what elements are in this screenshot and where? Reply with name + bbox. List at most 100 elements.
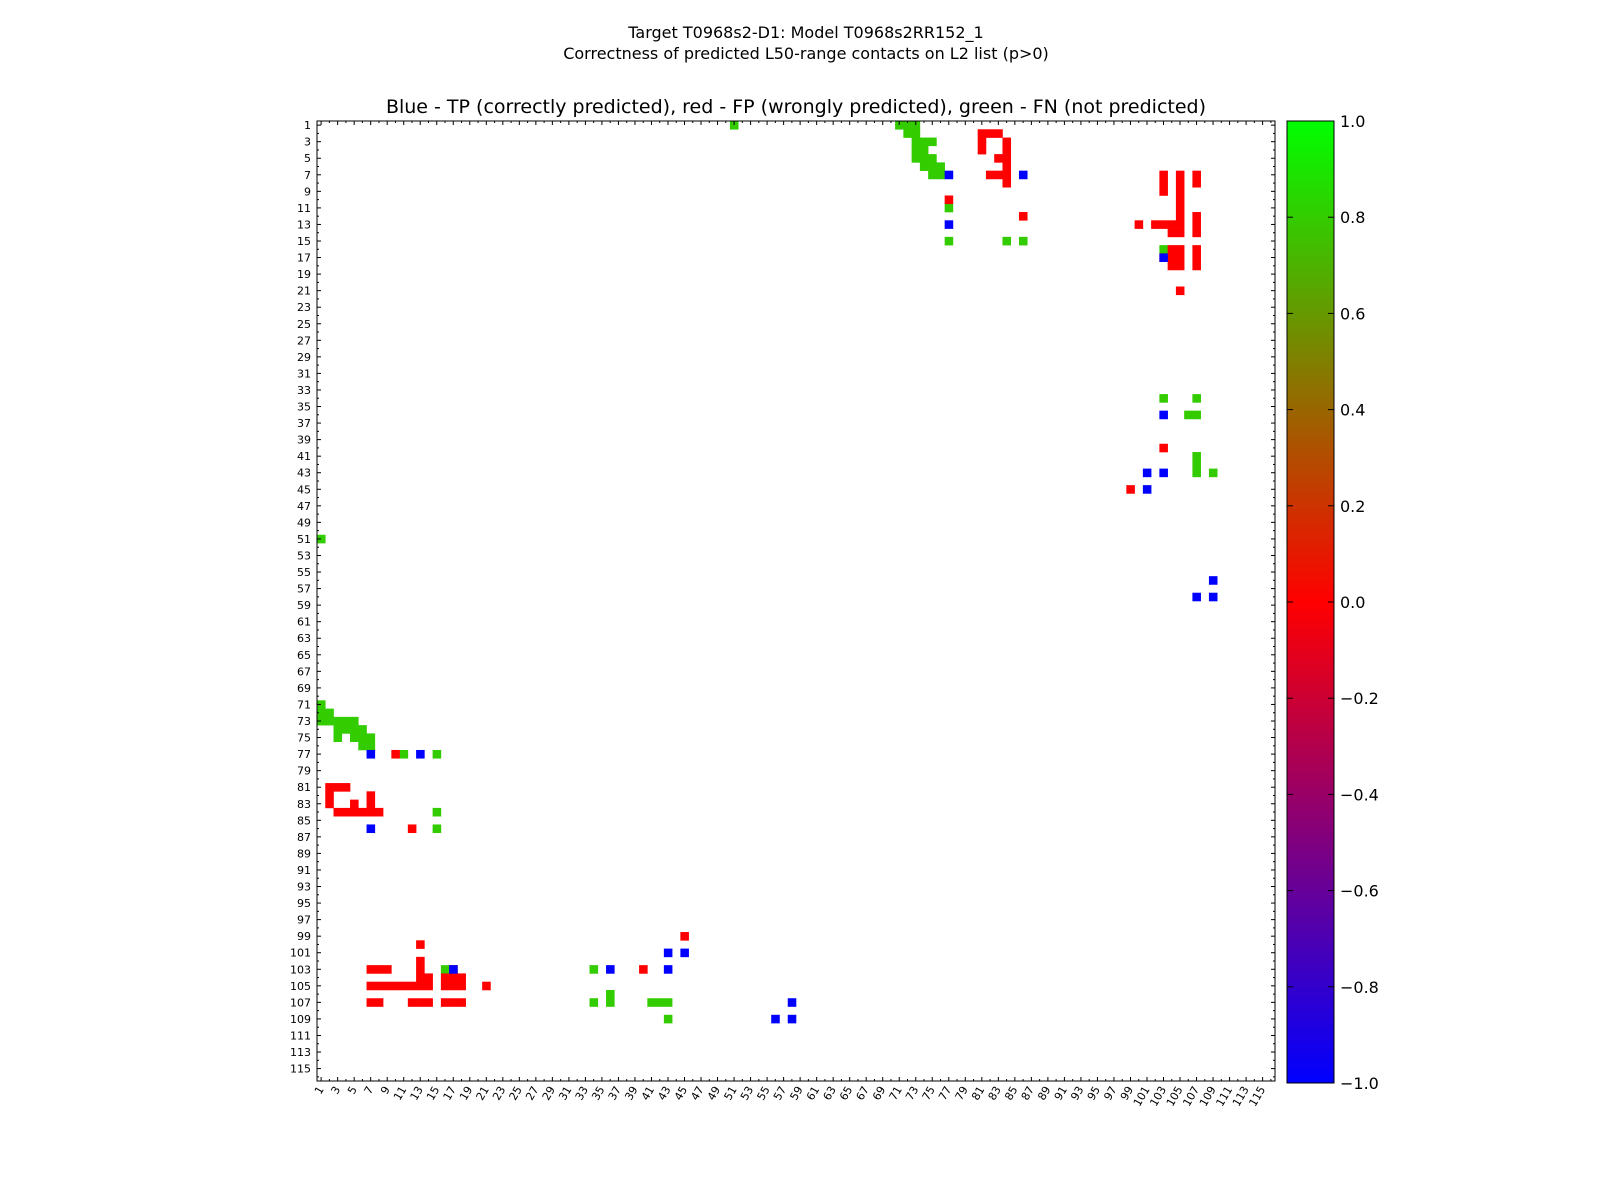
y-tick-label: 113 bbox=[290, 1046, 311, 1059]
y-tick-label: 27 bbox=[297, 334, 311, 347]
y-tick-label: 23 bbox=[297, 301, 311, 314]
colorbar-tick-label: −0.8 bbox=[1340, 978, 1379, 997]
x-tick-label: 45 bbox=[672, 1084, 690, 1103]
colorbar bbox=[1286, 120, 1335, 1084]
cell-fn bbox=[1159, 394, 1168, 403]
cell-fp bbox=[407, 824, 417, 834]
cell-fn bbox=[903, 121, 912, 130]
cell-fn bbox=[911, 121, 921, 130]
cell-fp bbox=[333, 807, 343, 817]
cell-fp bbox=[977, 137, 987, 147]
cell-fp bbox=[1134, 220, 1144, 229]
cell-fn bbox=[589, 998, 599, 1007]
x-tick-label: 55 bbox=[754, 1084, 772, 1103]
y-tick-label: 49 bbox=[297, 516, 311, 529]
cell-fp bbox=[1002, 137, 1012, 147]
cell-tp bbox=[944, 220, 954, 229]
plot-area bbox=[317, 121, 1275, 1081]
cell-fp bbox=[1159, 443, 1168, 453]
cell-fp bbox=[1175, 245, 1185, 254]
y-tick-label: 11 bbox=[297, 202, 311, 215]
cell-fn bbox=[350, 733, 359, 742]
cell-fp bbox=[325, 783, 334, 792]
cell-fp bbox=[440, 981, 450, 991]
y-tick-label: 67 bbox=[297, 665, 311, 678]
y-tick-label: 69 bbox=[297, 682, 311, 695]
cell-tp bbox=[1159, 410, 1168, 420]
y-tick-label: 89 bbox=[297, 847, 311, 860]
cell-tp bbox=[449, 965, 458, 974]
cell-fn bbox=[944, 236, 954, 246]
cell-fp bbox=[977, 129, 987, 138]
cell-fp bbox=[416, 998, 425, 1007]
x-tick-label: 111 bbox=[1213, 1084, 1235, 1109]
y-tick-label: 17 bbox=[297, 252, 311, 265]
y-tick-label: 95 bbox=[297, 897, 311, 910]
x-tick-label: 65 bbox=[837, 1084, 855, 1103]
x-tick-label: 95 bbox=[1085, 1084, 1103, 1103]
x-tick-label: 93 bbox=[1068, 1084, 1086, 1103]
cell-fn bbox=[655, 998, 665, 1007]
cell-fp bbox=[985, 129, 995, 138]
cell-fp bbox=[399, 981, 409, 991]
x-tick-label: 37 bbox=[606, 1084, 624, 1103]
cell-tp bbox=[663, 965, 673, 974]
cell-fn bbox=[440, 965, 450, 974]
cell-fn bbox=[341, 725, 351, 734]
cell-fn bbox=[333, 733, 343, 742]
cell-fp bbox=[457, 973, 466, 982]
cell-fn bbox=[366, 741, 376, 751]
cell-fp bbox=[1192, 261, 1201, 271]
x-tick-labels: 1 3 5 7 911131517192123252729313335373941434… bbox=[312, 1084, 1268, 1109]
cell-fp bbox=[994, 154, 1003, 163]
cell-fp bbox=[366, 965, 376, 974]
y-tick-label: 9 bbox=[304, 185, 311, 198]
cell-fp bbox=[350, 807, 359, 817]
cell-fp bbox=[374, 981, 384, 991]
cell-fn bbox=[1018, 236, 1028, 246]
x-tick-label: 35 bbox=[589, 1084, 607, 1103]
cell-tp bbox=[1159, 468, 1168, 478]
cell-fp bbox=[1159, 187, 1168, 196]
x-tick-label: 3 bbox=[328, 1084, 343, 1097]
y-tick-label: 79 bbox=[297, 765, 311, 778]
cell-fp bbox=[1192, 170, 1201, 180]
y-tick-label: 33 bbox=[297, 384, 311, 397]
x-tick-label: 79 bbox=[953, 1084, 971, 1103]
x-tick-label: 101 bbox=[1131, 1084, 1153, 1109]
x-tick-label: 91 bbox=[1052, 1084, 1070, 1103]
x-tick-label: 57 bbox=[771, 1084, 789, 1103]
x-tick-label: 81 bbox=[969, 1084, 987, 1103]
x-tick-label: 17 bbox=[441, 1084, 459, 1103]
cell-fp bbox=[1126, 485, 1135, 494]
colorbar-tick-label: −0.2 bbox=[1340, 689, 1379, 708]
x-tick-label: 85 bbox=[1002, 1084, 1020, 1103]
cell-fn bbox=[1184, 410, 1193, 420]
cell-fp bbox=[457, 981, 466, 991]
colorbar-tick-label: 0.6 bbox=[1340, 304, 1365, 323]
y-tick-label: 59 bbox=[297, 599, 311, 612]
x-tick-label: 97 bbox=[1101, 1084, 1119, 1103]
x-tick-label: 13 bbox=[408, 1084, 426, 1103]
cell-fp bbox=[440, 998, 450, 1007]
cell-fp bbox=[1175, 228, 1185, 238]
cell-fn bbox=[944, 203, 954, 213]
y-tick-label: 13 bbox=[297, 218, 311, 231]
cell-fp bbox=[333, 783, 343, 792]
cell-tp bbox=[1208, 592, 1218, 602]
cell-fp bbox=[1167, 220, 1177, 229]
cell-fp bbox=[482, 981, 491, 991]
y-tick-label: 115 bbox=[290, 1063, 311, 1076]
cell-fp bbox=[366, 998, 376, 1007]
plot-title: Blue - TP (correctly predicted), red - F… bbox=[386, 96, 1206, 118]
cell-fp bbox=[1159, 220, 1168, 229]
colorbar-tick-label: 0.8 bbox=[1340, 208, 1365, 227]
y-tick-label: 57 bbox=[297, 583, 311, 596]
x-tick-label: 63 bbox=[821, 1084, 839, 1103]
cell-fp bbox=[1002, 154, 1012, 163]
y-tick-label: 71 bbox=[297, 698, 311, 711]
cell-tp bbox=[1208, 576, 1218, 585]
cell-fn bbox=[1002, 236, 1012, 246]
colorbar-tick-label: 0.0 bbox=[1340, 593, 1365, 612]
cell-fn bbox=[606, 989, 615, 999]
